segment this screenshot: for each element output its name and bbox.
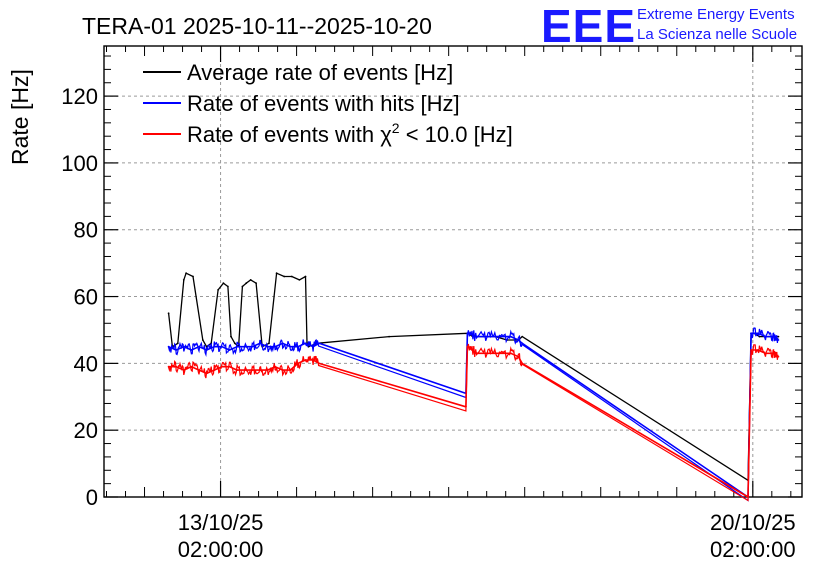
- plot-frame: [103, 45, 803, 498]
- plot-border: [103, 45, 803, 498]
- data-point: [521, 335, 524, 338]
- y-tick-label: 100: [61, 151, 98, 176]
- logo-subtitle-1: Extreme Energy Events: [637, 6, 795, 23]
- x-tick-date: 20/10/25: [710, 510, 796, 535]
- y-tick-label: 60: [74, 285, 98, 310]
- y-tick-label: 120: [61, 84, 98, 109]
- logo-subtitle-2: La Scienza nelle Scuole: [637, 26, 797, 43]
- data-point: [227, 285, 229, 288]
- y-tick-label: 80: [74, 218, 98, 243]
- legend-label-chi2: Rate of events with χ2 < 10.0 [Hz]: [187, 120, 513, 147]
- y-tick-label: 40: [74, 351, 98, 376]
- series-line-avg: [167, 272, 779, 481]
- y-tick-label: 20: [74, 418, 98, 443]
- legend-chi2-exponent: 2: [392, 120, 400, 136]
- data-point: [290, 275, 293, 278]
- data-point: [182, 279, 185, 281]
- data-point: [167, 312, 170, 315]
- data-point: [192, 275, 194, 278]
- data-point: [217, 289, 220, 291]
- data-point: [275, 272, 278, 275]
- grid: [104, 46, 802, 497]
- data-point: [185, 272, 188, 275]
- data-point: [283, 275, 286, 278]
- data-point: [255, 282, 257, 285]
- data-point: [241, 285, 244, 288]
- data-point: [249, 279, 252, 281]
- series-noise-chi2: [168, 343, 779, 502]
- x-tick-date: 13/10/25: [178, 510, 264, 535]
- data-point: [268, 342, 270, 345]
- data-series: [167, 272, 780, 502]
- eee-logo: EEE: [541, 0, 636, 52]
- data-point: [388, 335, 390, 338]
- legend-chi2-suffix: < 10.0 [Hz]: [400, 122, 513, 147]
- data-point: [230, 335, 232, 338]
- data-point: [245, 282, 248, 285]
- data-point: [304, 275, 307, 278]
- legend: Average rate of events [Hz] Rate of even…: [143, 60, 513, 147]
- data-point: [176, 342, 179, 345]
- y-axis-label: Rate [Hz]: [7, 69, 33, 165]
- x-tick-time: 02:00:00: [178, 537, 264, 562]
- series-noise-hits: [168, 327, 779, 502]
- data-point: [777, 335, 780, 338]
- data-point: [167, 365, 170, 368]
- legend-chi2-symbol: χ: [380, 122, 392, 147]
- legend-label-avg: Average rate of events [Hz]: [187, 60, 453, 85]
- x-tick-time: 02:00:00: [710, 537, 796, 562]
- data-point: [201, 339, 204, 341]
- data-point: [222, 282, 225, 285]
- series-line-hits: [168, 332, 779, 498]
- y-tick-label: 0: [86, 485, 98, 510]
- legend-chi2-prefix: Rate of events with: [187, 122, 380, 147]
- axis-ticks: 02040608010012013/10/2502:00:0020/10/250…: [61, 46, 802, 562]
- data-point: [233, 342, 236, 345]
- data-point: [298, 279, 301, 281]
- legend-label-hits: Rate of events with hits [Hz]: [187, 91, 460, 116]
- chart-title: TERA-01 2025-10-11--2025-10-20: [82, 13, 432, 39]
